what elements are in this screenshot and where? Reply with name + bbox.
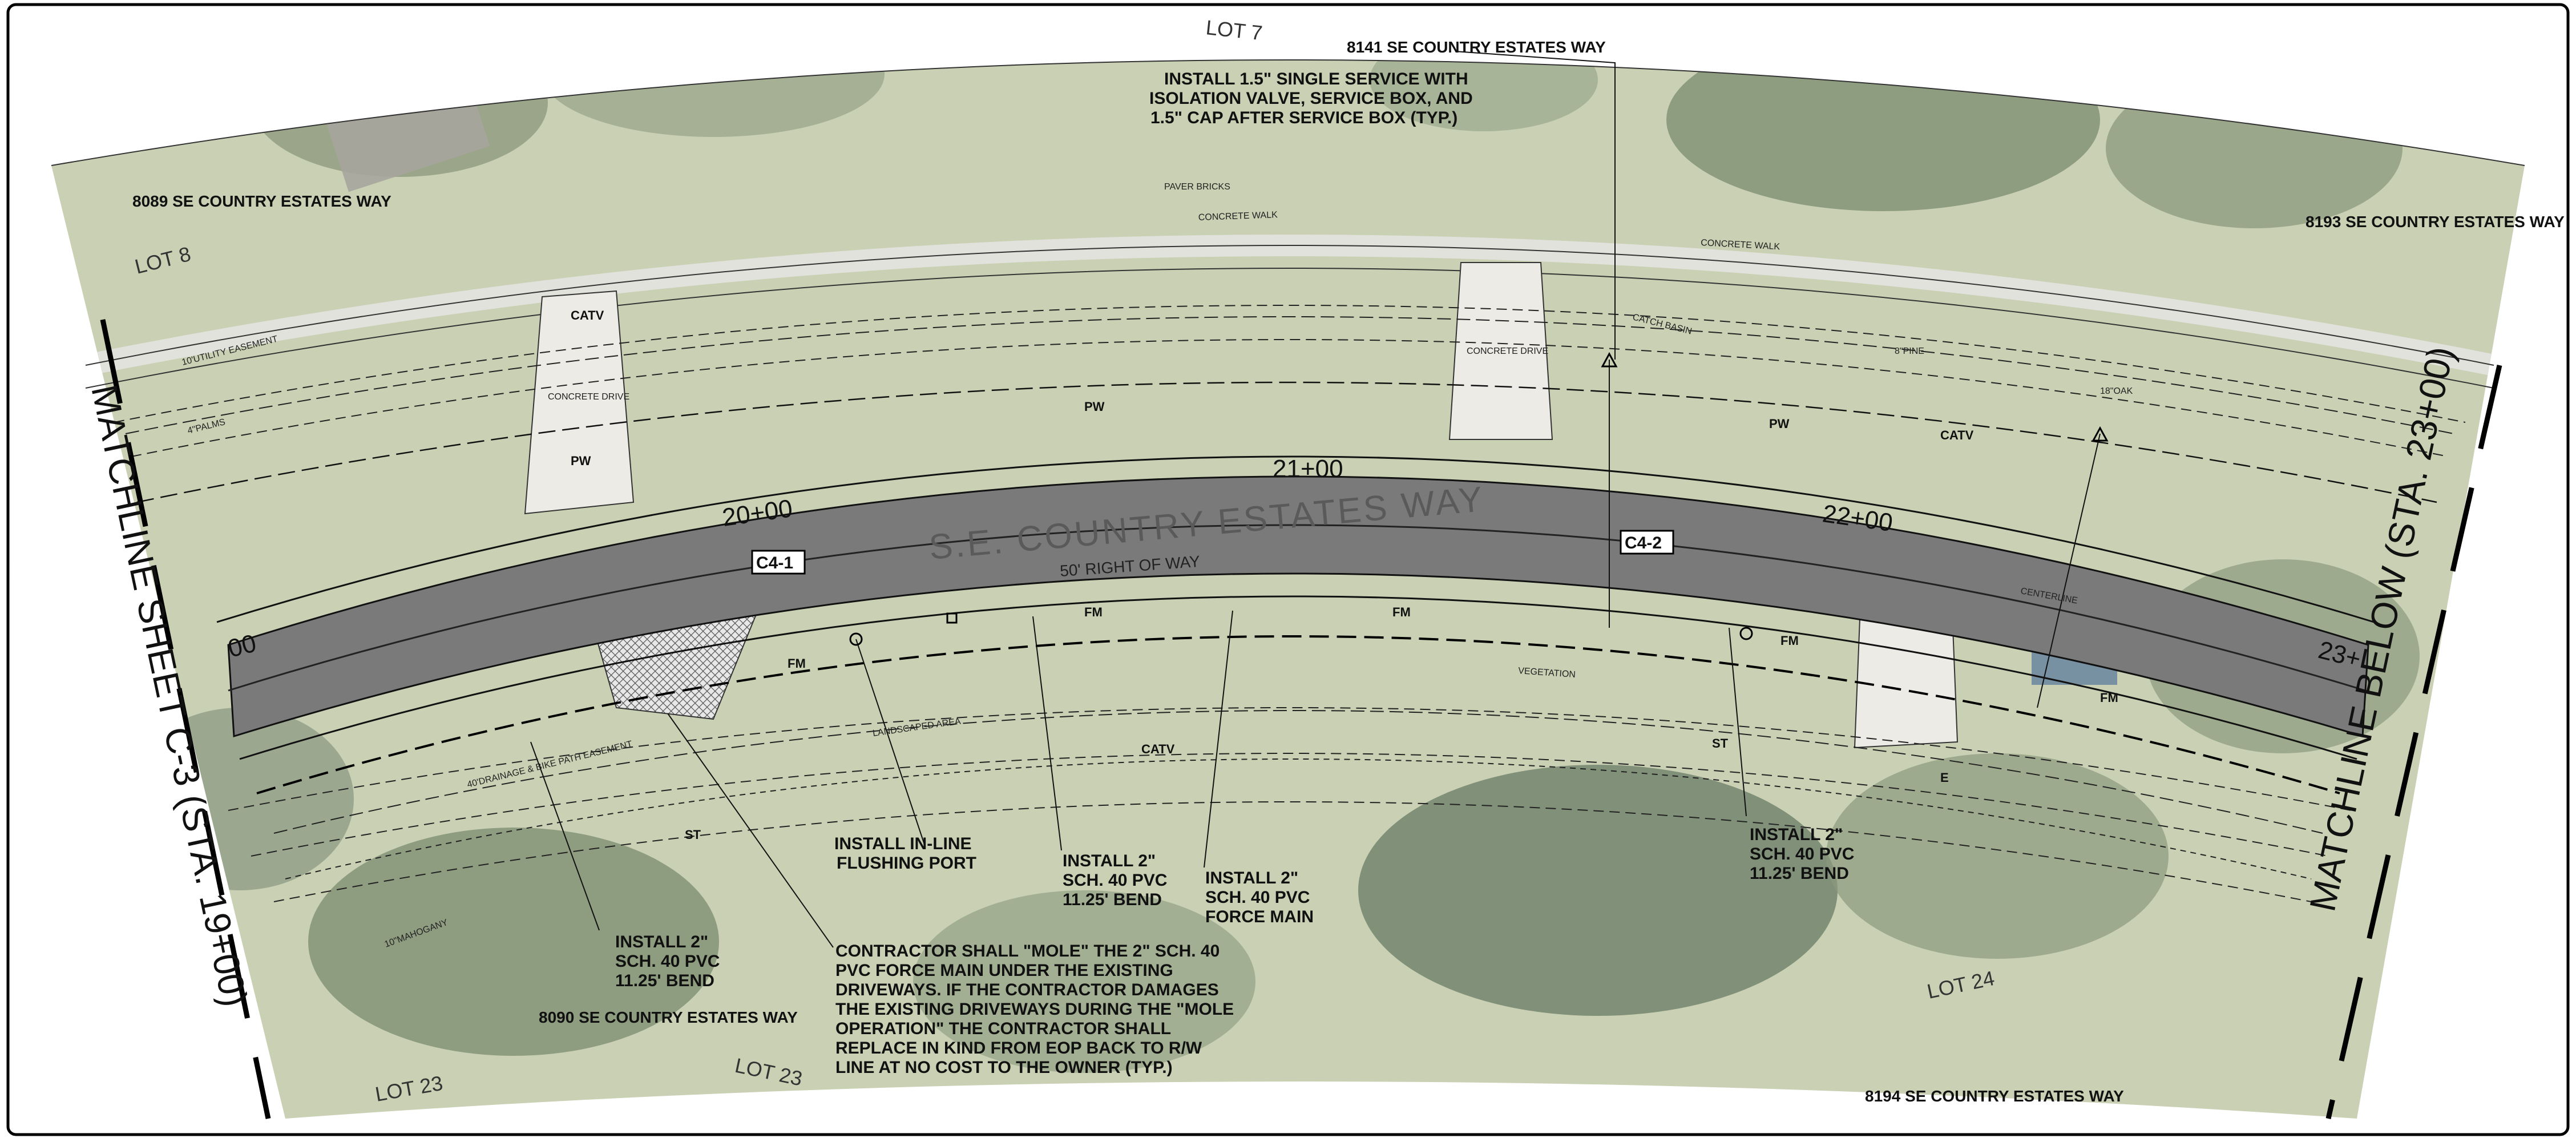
svg-text:LINE AT NO COST TO THE OWNER (: LINE AT NO COST TO THE OWNER (TYP.) [835,1058,1173,1077]
callout-c4-1: C4-1 [756,554,793,572]
label-vegetation: VEGETATION [1518,666,1576,680]
st-label-1: ST [685,828,701,842]
pw-line [136,381,2437,503]
svg-text:SCH. 40 PVC: SCH. 40 PVC [1750,845,1854,863]
station-21-label: 21+00 [1273,455,1343,483]
svg-text:INSTALL 1.5" SINGLE SERVICE WI: INSTALL 1.5" SINGLE SERVICE WITH [1164,70,1468,88]
svg-text:11.25' BEND: 11.25' BEND [1750,864,1849,883]
label-concrete-walk: CONCRETE WALK [1198,210,1278,223]
label-paver-bricks: PAVER BRICKS [1164,182,1230,192]
e-label-1: E [1940,770,1949,785]
note-flushing-port: INSTALL IN-LINE FLUSHING PORT [834,834,976,873]
svg-text:INSTALL 2": INSTALL 2" [1063,852,1156,870]
fm-label-3: FM [1392,605,1411,619]
station-edge-left: 00 [225,629,259,663]
callout-box-c4-2 [1620,530,1674,555]
svg-text:SCH. 40 PVC: SCH. 40 PVC [1205,888,1310,907]
svg-text:SCH. 40 PVC: SCH. 40 PVC [615,952,720,971]
catv-label-3: CATV [1940,428,1974,442]
svg-text:DRIVEWAYS. IF THE CONTRACTOR D: DRIVEWAYS. IF THE CONTRACTOR DAMAGES [835,980,1219,999]
address-8090: 8090 SE COUNTRY ESTATES WAY [539,1008,798,1026]
pw-label-2: PW [1084,400,1105,414]
address-8141: 8141 SE COUNTRY ESTATES WAY [1347,38,1606,56]
label-pine: 8"PINE [1895,346,1924,356]
note-mole-operation: CONTRACTOR SHALL "MOLE" THE 2" SCH. 40 P… [835,942,1234,1077]
svg-text:INSTALL IN-LINE: INSTALL IN-LINE [834,834,972,853]
pw-label-3: PW [1769,417,1790,431]
fm-label-4: FM [1780,633,1799,648]
fm-label-5: FM [2100,691,2118,705]
svg-text:FORCE MAIN: FORCE MAIN [1205,907,1314,926]
svg-text:CONTRACTOR SHALL "MOLE" THE 2": CONTRACTOR SHALL "MOLE" THE 2" SCH. 40 [835,942,1220,961]
callout-c4-2: C4-2 [1625,534,1662,552]
note-bend-right: INSTALL 2" SCH. 40 PVC 11.25' BEND [1750,825,1854,883]
fm-label-1: FM [788,656,806,671]
concrete-drive-center [1448,262,1553,440]
svg-text:FLUSHING PORT: FLUSHING PORT [837,854,976,873]
address-8193: 8193 SE COUNTRY ESTATES WAY [2306,213,2565,231]
svg-text:11.25' BEND: 11.25' BEND [615,971,714,990]
note-force-main: INSTALL 2" SCH. 40 PVC FORCE MAIN [1205,869,1314,926]
note-bend-a: INSTALL 2" SCH. 40 PVC 11.25' BEND [1063,852,1167,909]
lot-7-label: LOT 7 [1205,15,1263,45]
catv-label-2: CATV [1141,742,1175,756]
force-main-line [256,635,2340,794]
easement-lines [114,305,2466,902]
note-service: INSTALL 1.5" SINGLE SERVICE WITH ISOLATI… [1149,70,1473,127]
leader-lines [530,51,2101,948]
catv-label-1: CATV [571,308,604,322]
st-label-2: ST [1712,736,1729,750]
address-8089: 8089 SE COUNTRY ESTATES WAY [132,192,391,210]
label-oak: 18"OAK [2100,386,2133,396]
svg-text:INSTALL 2": INSTALL 2" [615,933,708,951]
sheet-border [6,3,2570,1136]
svg-text:SCH. 40 PVC: SCH. 40 PVC [1063,871,1167,890]
svg-text:INSTALL 2": INSTALL 2" [1750,825,1843,844]
label-concrete-drive-left: CONCRETE DRIVE [548,392,629,402]
svg-text:REPLACE IN KIND FROM EOP BACK: REPLACE IN KIND FROM EOP BACK TO R/W [835,1039,1202,1058]
svg-text:THE EXISTING DRIVEWAYS DURING: THE EXISTING DRIVEWAYS DURING THE "MOLE [835,1000,1234,1019]
svg-text:PVC FORCE MAIN UNDER THE EXIST: PVC FORCE MAIN UNDER THE EXISTING [835,961,1173,980]
concrete-drive-left [524,290,635,515]
svg-text:11.25' BEND: 11.25' BEND [1063,890,1162,909]
svg-text:OPERATION" THE CONTRACTOR SHAL: OPERATION" THE CONTRACTOR SHALL [835,1019,1171,1038]
pw-label-1: PW [571,454,591,468]
callout-box-c4-1 [751,550,806,575]
svg-text:ISOLATION VALVE, SERVICE BOX,: ISOLATION VALVE, SERVICE BOX, AND [1149,89,1473,108]
address-8194: 8194 SE COUNTRY ESTATES WAY [1865,1087,2124,1105]
fm-label-2: FM [1084,605,1103,619]
note-bend-left: INSTALL 2" SCH. 40 PVC 11.25' BEND [615,933,720,990]
svg-text:1.5" CAP AFTER SERVICE BOX (TY: 1.5" CAP AFTER SERVICE BOX (TYP.) [1150,108,1457,127]
label-concrete-drive-center: CONCRETE DRIVE [1467,346,1548,356]
svg-text:INSTALL 2": INSTALL 2" [1205,869,1298,887]
